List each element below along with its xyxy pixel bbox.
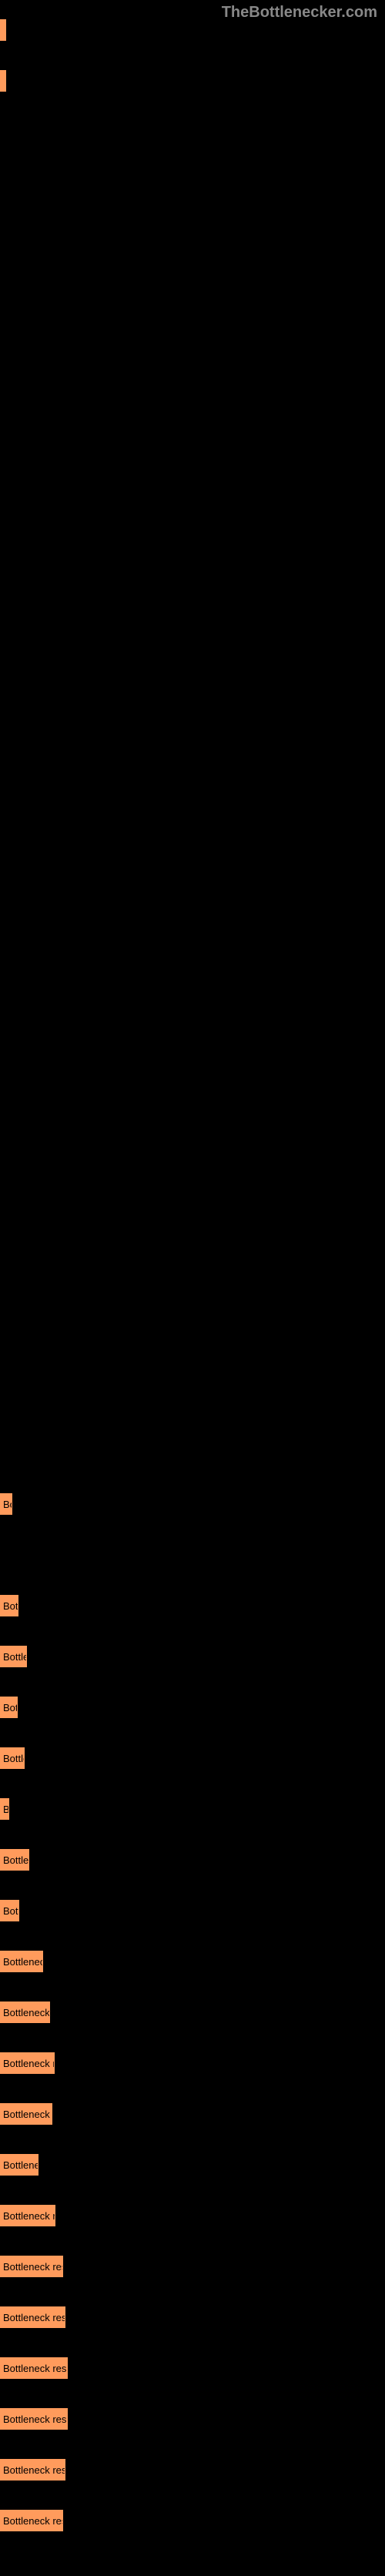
bar-row	[0, 1290, 385, 1311]
chart-bar: Bottleneck result	[0, 2357, 68, 2379]
bar-row	[0, 172, 385, 193]
bar-row	[0, 426, 385, 447]
bar-row	[0, 985, 385, 1007]
bar-row	[0, 19, 385, 41]
bar-row: Bottleneck res	[0, 2103, 385, 2125]
bar-row: Bottleneck result	[0, 2357, 385, 2379]
bar-row	[0, 1188, 385, 1210]
bar-row: Bottlen	[0, 1646, 385, 1667]
bar-row: Bottleneck resul	[0, 2510, 385, 2531]
bar-row: B	[0, 1798, 385, 1820]
bar-row: Bottleneck result	[0, 2459, 385, 2481]
chart-bar	[0, 70, 6, 92]
bar-row	[0, 1544, 385, 1566]
bar-row: Bottleneck re	[0, 2002, 385, 2023]
chart-bar: Bott	[0, 1900, 19, 1921]
bar-row: Bo	[0, 1493, 385, 1515]
chart-bar: B	[0, 1798, 9, 1820]
bar-row	[0, 1442, 385, 1464]
bar-row: Bottleneck resu	[0, 2052, 385, 2074]
bar-row	[0, 528, 385, 549]
bar-row	[0, 1392, 385, 1413]
bar-row	[0, 375, 385, 397]
chart-bar: Bottleneck re	[0, 2002, 50, 2023]
chart-bar: Bottleneck r	[0, 1951, 43, 1972]
bar-row: Bottle	[0, 1747, 385, 1769]
bar-row	[0, 934, 385, 956]
bar-row: Bottleneck	[0, 2154, 385, 2176]
chart-bar: Bottleneck	[0, 2154, 38, 2176]
bar-row: Bottleneck resu	[0, 2205, 385, 2226]
bar-row	[0, 121, 385, 142]
bar-row: Bottleneck result	[0, 2256, 385, 2277]
chart-bar: Bottlen	[0, 1646, 27, 1667]
chart-bar: Bottleneck resul	[0, 2510, 63, 2531]
bar-row	[0, 1036, 385, 1057]
bar-row: Bottlene	[0, 1849, 385, 1871]
bar-row	[0, 477, 385, 498]
bar-row: Bot	[0, 1697, 385, 1718]
chart-bar: Bottlene	[0, 1849, 29, 1871]
bar-row	[0, 832, 385, 854]
bar-row	[0, 1137, 385, 1159]
bar-row: Bott	[0, 1900, 385, 1921]
chart-bar: Bot	[0, 1697, 18, 1718]
bar-row	[0, 1341, 385, 1362]
chart-container: Bo Bot Bottlen Bot Bottle B Bottlene Bott Bottle…	[0, 0, 385, 2576]
chart-bar: Bo	[0, 1493, 12, 1515]
chart-bar: Bottleneck resu	[0, 2052, 55, 2074]
bar-row	[0, 782, 385, 803]
bar-row	[0, 680, 385, 702]
bar-row	[0, 1239, 385, 1261]
bar-row	[0, 70, 385, 92]
bar-row: Bottleneck result	[0, 2306, 385, 2328]
bar-row	[0, 731, 385, 752]
bar-row	[0, 629, 385, 651]
chart-bar: Bot	[0, 1595, 18, 1616]
chart-bar: Bottleneck result	[0, 2256, 63, 2277]
chart-bar: Bottleneck result	[0, 2408, 68, 2430]
chart-bar	[0, 19, 6, 41]
bar-row	[0, 273, 385, 295]
bar-row: Bottleneck result	[0, 2408, 385, 2430]
chart-bar: Bottleneck resu	[0, 2205, 55, 2226]
bar-row	[0, 1087, 385, 1108]
watermark-text: TheBottlenecker.com	[222, 4, 377, 22]
bar-row	[0, 324, 385, 346]
chart-bar: Bottleneck res	[0, 2103, 52, 2125]
bar-row	[0, 223, 385, 244]
bar-row	[0, 883, 385, 905]
bar-row: Bot	[0, 1595, 385, 1616]
chart-bar: Bottleneck result	[0, 2306, 65, 2328]
bar-row: Bottleneck r	[0, 1951, 385, 1972]
chart-bar: Bottleneck result	[0, 2459, 65, 2481]
bar-row	[0, 578, 385, 600]
chart-bar: Bottle	[0, 1747, 25, 1769]
